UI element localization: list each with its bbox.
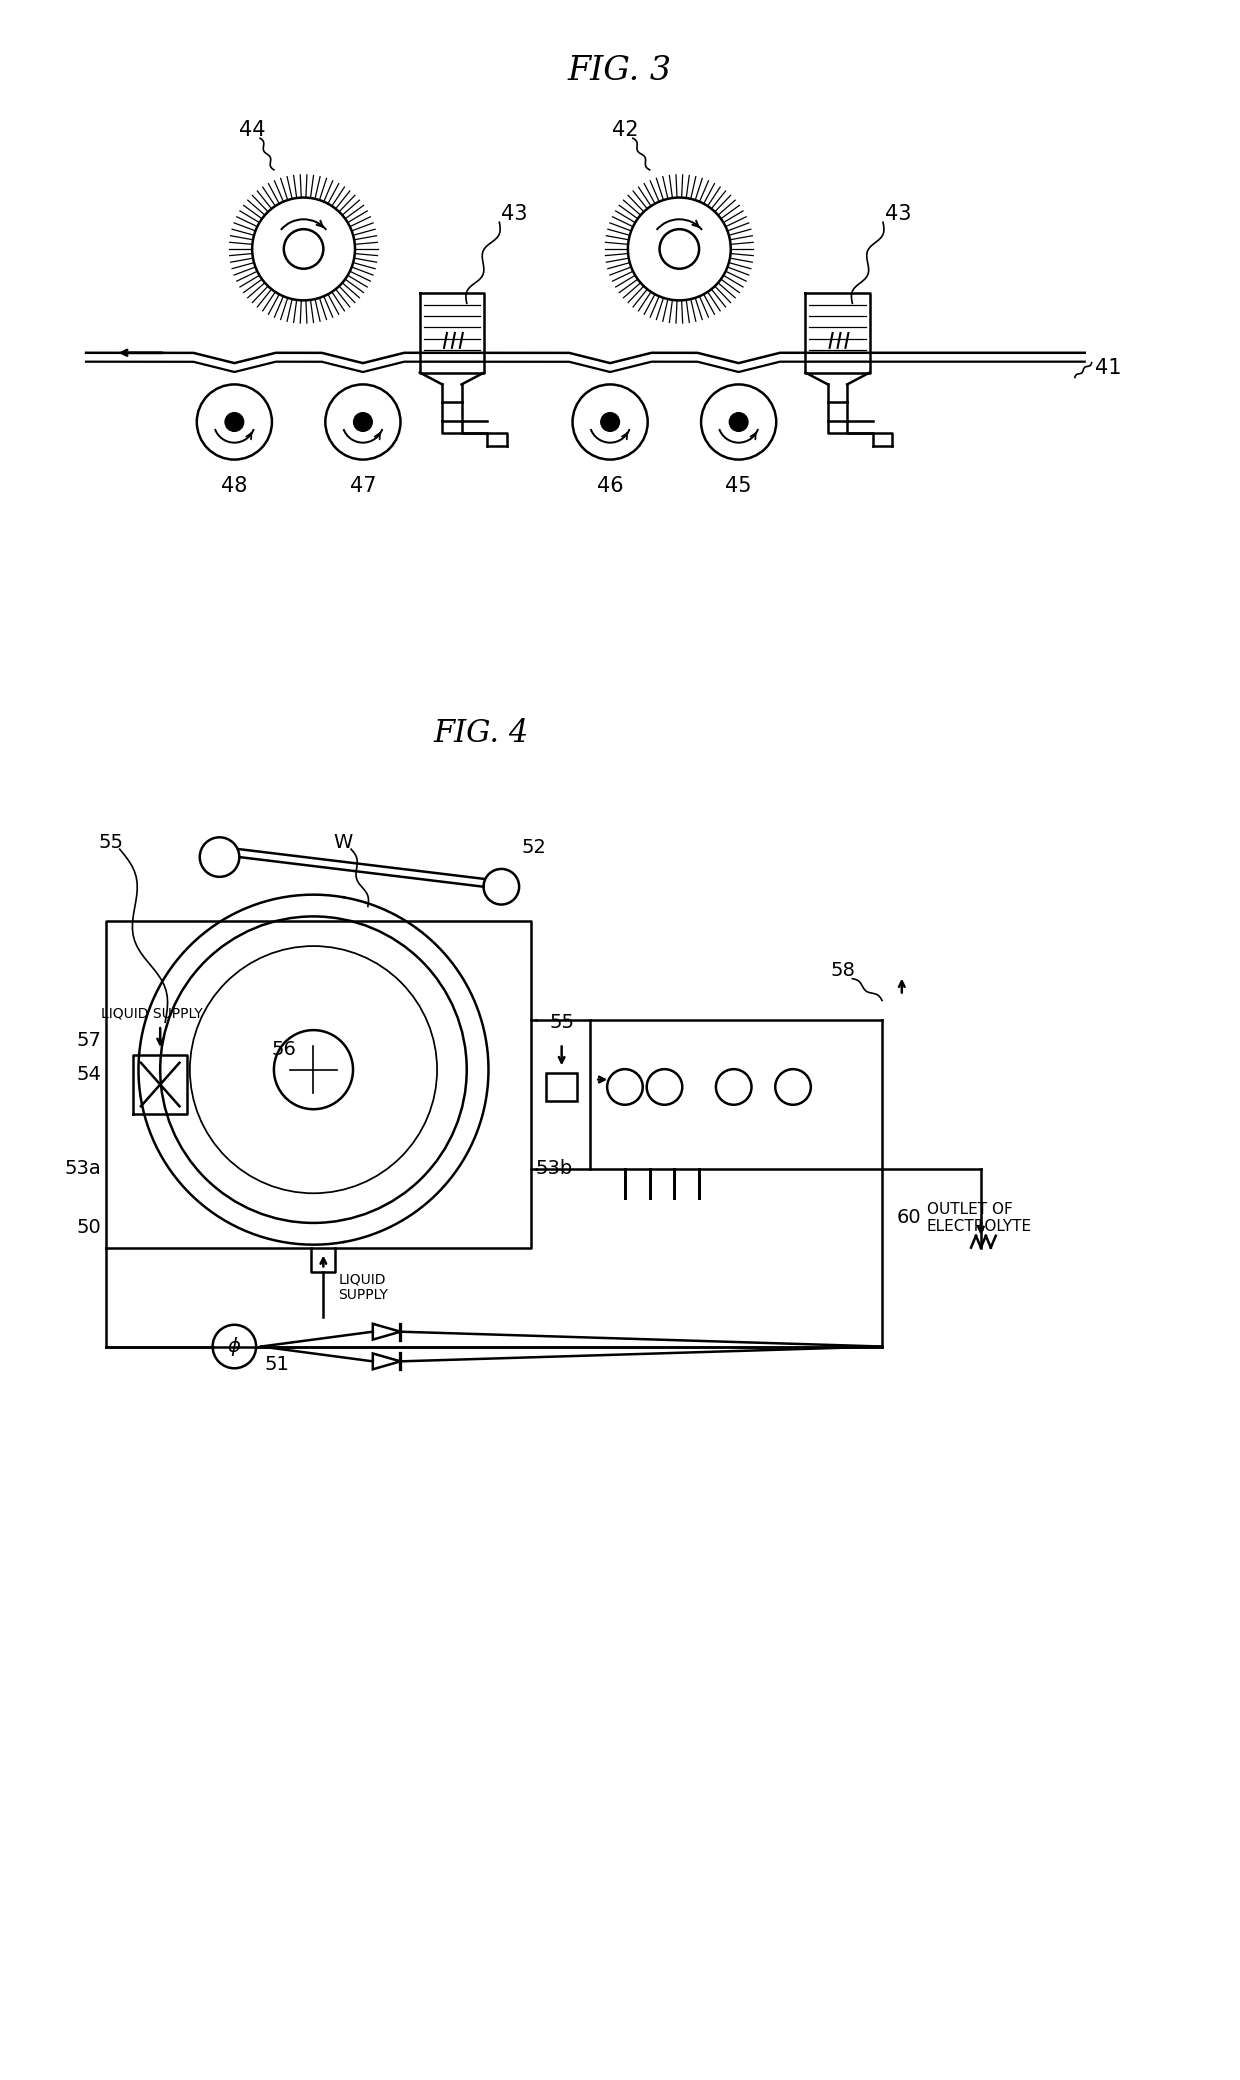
Text: $\phi$: $\phi$ xyxy=(227,1335,242,1358)
Text: 51: 51 xyxy=(264,1354,289,1373)
Text: 45: 45 xyxy=(725,476,751,497)
Text: 44: 44 xyxy=(239,121,265,139)
Text: 48: 48 xyxy=(221,476,248,497)
Text: OUTLET OF
ELECTROLYTE: OUTLET OF ELECTROLYTE xyxy=(926,1202,1032,1233)
Text: FIG. 3: FIG. 3 xyxy=(568,54,672,87)
Text: 53a: 53a xyxy=(64,1159,100,1177)
Text: 50: 50 xyxy=(76,1219,100,1238)
Circle shape xyxy=(600,412,620,431)
Circle shape xyxy=(729,412,748,431)
Text: 43: 43 xyxy=(885,204,911,225)
Text: 52: 52 xyxy=(521,838,546,857)
Text: 55: 55 xyxy=(549,1013,574,1032)
Text: 42: 42 xyxy=(611,121,639,139)
Text: 56: 56 xyxy=(272,1040,296,1059)
Text: 53b: 53b xyxy=(536,1159,573,1177)
Text: FIG. 4: FIG. 4 xyxy=(434,718,529,749)
Text: 41: 41 xyxy=(1095,358,1121,379)
Text: 55: 55 xyxy=(98,832,123,851)
Circle shape xyxy=(224,412,244,431)
Text: 58: 58 xyxy=(830,961,854,980)
Text: 47: 47 xyxy=(350,476,376,497)
Text: 46: 46 xyxy=(596,476,624,497)
Text: LIQUID
SUPPLY: LIQUID SUPPLY xyxy=(339,1273,388,1302)
Circle shape xyxy=(353,412,372,431)
Text: W: W xyxy=(334,832,352,851)
Text: 57: 57 xyxy=(76,1030,100,1050)
Text: LIQUID SUPPLY: LIQUID SUPPLY xyxy=(100,1007,202,1019)
Text: 43: 43 xyxy=(501,204,528,225)
Text: 60: 60 xyxy=(897,1208,921,1227)
Text: 54: 54 xyxy=(76,1065,100,1084)
Bar xyxy=(546,1073,578,1100)
